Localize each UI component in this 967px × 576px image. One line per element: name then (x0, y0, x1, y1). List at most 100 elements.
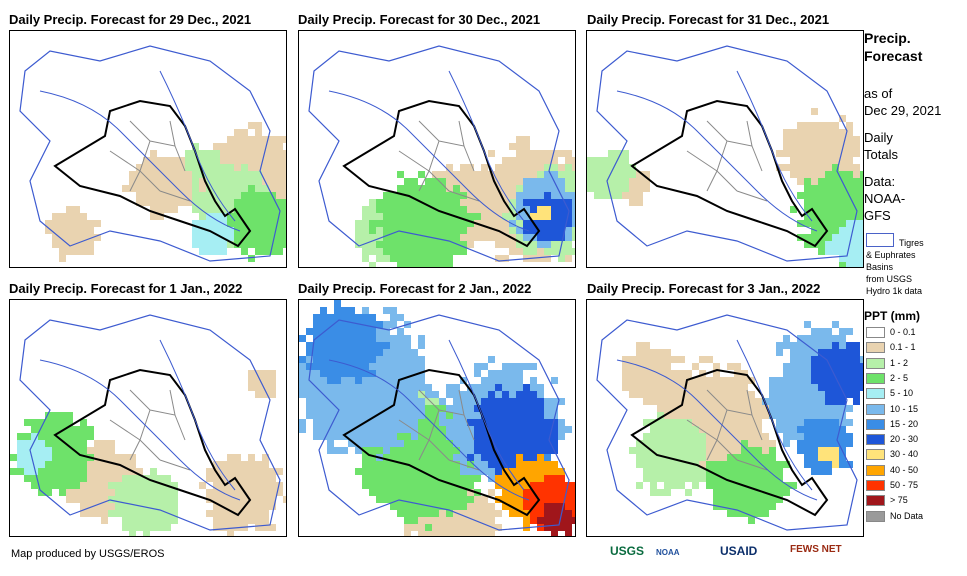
precip-cell (262, 524, 269, 531)
precip-cell (846, 220, 853, 227)
precip-cell (411, 475, 418, 482)
precip-cell (59, 475, 66, 482)
precip-cell (425, 220, 432, 227)
precip-cell (622, 377, 629, 384)
precip-cell (262, 185, 269, 192)
precip-cell (164, 164, 171, 171)
precip-cell (825, 234, 832, 241)
precip-cell (664, 468, 671, 475)
precip-cell (362, 342, 369, 349)
precip-cell (629, 171, 636, 178)
precip-cell (643, 398, 650, 405)
precip-cell (404, 524, 411, 531)
precip-cell (283, 220, 286, 227)
precip-cell (692, 363, 699, 370)
precip-cell (171, 171, 178, 178)
precip-cell (516, 412, 523, 419)
precip-cell (45, 419, 52, 426)
precip-cell (446, 255, 453, 262)
precip-cell (748, 391, 755, 398)
precip-cell (818, 335, 825, 342)
precip-cell (199, 213, 206, 220)
precip-cell (832, 363, 839, 370)
precip-cell (348, 391, 355, 398)
precip-cell (474, 496, 481, 503)
precip-cell (825, 335, 832, 342)
precip-cell (643, 454, 650, 461)
sidebar-totals-line2: Totals (864, 147, 898, 162)
precip-cell (537, 503, 544, 510)
precip-cell (178, 157, 185, 164)
precip-cell (467, 524, 474, 531)
precip-cell (608, 157, 615, 164)
precip-cell (59, 489, 66, 496)
precip-cell (558, 419, 565, 426)
precip-cell (334, 314, 341, 321)
precip-cell (516, 496, 523, 503)
precip-cell (650, 391, 657, 398)
precip-cell (425, 412, 432, 419)
precip-cell (397, 356, 404, 363)
precip-cell (832, 391, 839, 398)
precip-cell (411, 384, 418, 391)
precip-cell (411, 482, 418, 489)
precip-cell (369, 398, 376, 405)
precip-cell (608, 192, 615, 199)
precip-cell (643, 440, 650, 447)
precip-cell (832, 454, 839, 461)
precip-cell (544, 496, 551, 503)
precip-cell (804, 150, 811, 157)
precip-cell (846, 370, 853, 377)
basin-line5: Hydro 1k data (866, 286, 923, 296)
precip-cell (481, 192, 488, 199)
river-lines (616, 339, 818, 501)
precip-cell (425, 496, 432, 503)
precip-cell (790, 143, 797, 150)
precip-cell (818, 129, 825, 136)
precip-cell (846, 150, 853, 157)
precip-cell (404, 241, 411, 248)
precip-cell (727, 426, 734, 433)
precip-cell (544, 255, 551, 262)
precip-cell (762, 405, 769, 412)
precip-cell (678, 405, 685, 412)
precip-cell (418, 241, 425, 248)
precip-cell (31, 447, 38, 454)
precip-cell (150, 517, 157, 524)
precip-cell (129, 475, 136, 482)
precip-cell (446, 192, 453, 199)
precip-cell (762, 440, 769, 447)
precip-cell (432, 433, 439, 440)
precip-cell (629, 185, 636, 192)
precip-cell (818, 192, 825, 199)
precip-cell (811, 164, 818, 171)
precip-cell (741, 447, 748, 454)
precip-cell (206, 220, 213, 227)
precip-cell (206, 199, 213, 206)
precip-cell (453, 475, 460, 482)
precip-cell (825, 129, 832, 136)
precip-cell (537, 461, 544, 468)
precip-cell (283, 234, 286, 241)
precip-cell (355, 328, 362, 335)
precip-cell (171, 185, 178, 192)
precip-cell (558, 489, 565, 496)
precip-cell (397, 241, 404, 248)
precip-cell (248, 496, 255, 503)
precip-cell (234, 213, 241, 220)
precip-cell (537, 199, 544, 206)
precip-cell (453, 412, 460, 419)
precip-cell (572, 178, 575, 185)
precip-cell (825, 391, 832, 398)
precip-cell (474, 531, 481, 536)
precip-cell (45, 220, 52, 227)
precip-cell (227, 468, 234, 475)
precip-cell (530, 213, 537, 220)
precip-cell (558, 185, 565, 192)
precip-cell (390, 349, 397, 356)
precip-cell (678, 398, 685, 405)
precip-cell (523, 433, 530, 440)
precip-cell (171, 489, 178, 496)
precip-cell (558, 248, 565, 255)
precip-cell (269, 248, 276, 255)
